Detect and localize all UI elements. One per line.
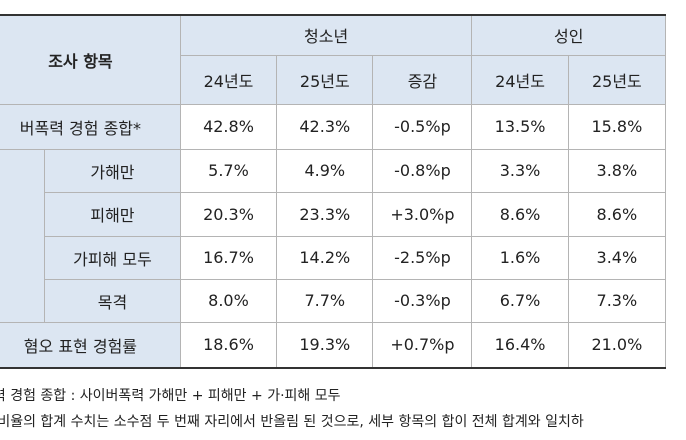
footnotes: 폭력 경험 종합 : 사이버폭력 가해만 + 피해만 + 가·피해 모두 경 비… bbox=[0, 383, 686, 435]
cell-value: 7.7% bbox=[276, 278, 374, 323]
cell-value: 13.5% bbox=[471, 103, 569, 150]
table-row-total: 버폭력 경험 종합* 42.8% 42.3% -0.5%p 13.5% 15.8… bbox=[0, 103, 667, 150]
cell-value: 5.7% bbox=[179, 148, 278, 193]
header-col-adult-24: 24년도 bbox=[471, 54, 569, 105]
footnote: 경 비율의 합계 수치는 소수점 두 번째 자리에서 반올림 된 것으로, 세부… bbox=[0, 414, 584, 430]
header-item-label: 조사 항목 bbox=[0, 14, 181, 105]
cell-value: 3.3% bbox=[471, 148, 569, 193]
cell-value: -0.8%p bbox=[372, 148, 473, 193]
table-row-sub: 가피해 모두 16.7% 14.2% -2.5%p 1.6% 3.4% bbox=[0, 235, 667, 280]
cell-value: 16.7% bbox=[179, 235, 278, 280]
cell-value: 3.4% bbox=[567, 235, 667, 280]
cell-value: 42.3% bbox=[276, 103, 374, 150]
cell-value: +0.7%p bbox=[372, 321, 473, 369]
table-row-hate: 혐오 표현 경험률 18.6% 19.3% +0.7%p 16.4% 21.0% bbox=[0, 321, 667, 369]
cell-value: 15.8% bbox=[567, 103, 667, 150]
header-col-youth-24: 24년도 bbox=[179, 54, 278, 105]
row-label: 가피해 모두 bbox=[44, 235, 181, 280]
cell-value: 8.6% bbox=[471, 191, 569, 237]
table-row-sub: 목격 8.0% 7.7% -0.3%p 6.7% 7.3% bbox=[0, 278, 667, 323]
row-label-hate: 혐오 표현 경험률 bbox=[0, 321, 181, 369]
cell-value: 18.6% bbox=[179, 321, 278, 369]
table-row-sub: 피해만 20.3% 23.3% +3.0%p 8.6% 8.6% bbox=[0, 191, 667, 237]
cell-value: 16.4% bbox=[471, 321, 569, 369]
cell-value: 4.9% bbox=[276, 148, 374, 193]
cell-value: 20.3% bbox=[179, 191, 278, 237]
cell-value: 8.6% bbox=[567, 191, 667, 237]
cell-value: 23.3% bbox=[276, 191, 374, 237]
cell-value: 21.0% bbox=[567, 321, 667, 369]
table-row-sub: 어 가해만 5.7% 4.9% -0.8%p 3.3% 3.8% bbox=[0, 148, 667, 323]
cell-value: +3.0%p bbox=[372, 191, 473, 237]
row-label-total: 버폭력 경험 종합* bbox=[0, 103, 181, 150]
cell-value: 1.6% bbox=[471, 235, 569, 280]
cell-value: 3.8% bbox=[567, 148, 667, 193]
cell-value: -2.5%p bbox=[372, 235, 473, 280]
cell-value: 7.3% bbox=[567, 278, 667, 323]
cell-value: 42.8% bbox=[179, 103, 278, 150]
header-group-youth: 청소년 bbox=[179, 14, 473, 56]
row-label: 가해만 bbox=[44, 148, 181, 193]
header-group-adult: 성인 bbox=[471, 14, 666, 56]
cell-value: -0.3%p bbox=[372, 278, 473, 323]
header-col-youth-25: 25년도 bbox=[276, 54, 374, 105]
survey-table: 조사 항목 청소년 성인 24년도 25년도 증감 24년도 25년도 버폭력 … bbox=[0, 14, 667, 369]
cell-value: -0.5%p bbox=[372, 103, 473, 150]
cell-value: 14.2% bbox=[276, 235, 374, 280]
row-label: 피해만 bbox=[44, 191, 181, 237]
cell-value: 19.3% bbox=[276, 321, 374, 369]
header-col-adult-25: 25년도 bbox=[567, 54, 667, 105]
cell-value: 6.7% bbox=[471, 278, 569, 323]
cell-value: 8.0% bbox=[179, 278, 278, 323]
footnote: 폭력 경험 종합 : 사이버폭력 가해만 + 피해만 + 가·피해 모두 bbox=[0, 388, 341, 404]
header-col-youth-change: 증감 bbox=[372, 54, 473, 105]
row-group-label: 어 bbox=[0, 148, 46, 323]
row-label: 목격 bbox=[44, 278, 181, 323]
